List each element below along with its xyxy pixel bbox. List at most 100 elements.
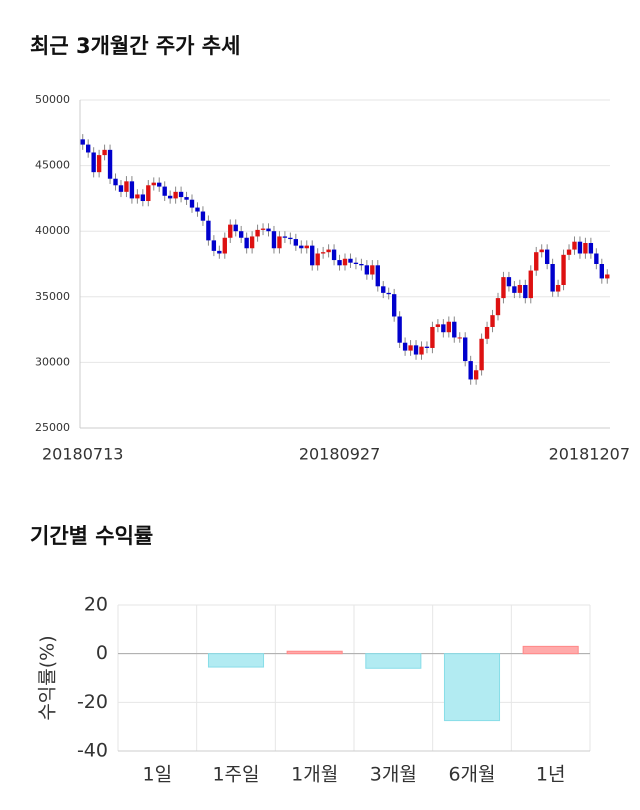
candle-body <box>391 294 397 317</box>
candle-body <box>550 264 555 292</box>
bar <box>443 653 501 722</box>
candle-body <box>364 265 370 275</box>
y-tick-label: 30000 <box>35 355 70 368</box>
candle-body <box>304 245 309 249</box>
bar <box>207 653 265 668</box>
x-tick-label: 1개월 <box>291 764 338 786</box>
candle-body <box>124 181 129 192</box>
candle-body <box>326 249 331 253</box>
y-tick-label: 25000 <box>35 421 70 434</box>
candle-body <box>331 249 337 261</box>
candle-body <box>402 342 408 351</box>
candle-body <box>288 237 293 240</box>
candle-body <box>441 324 446 333</box>
x-tick-label: 20180713 <box>42 445 123 464</box>
chart-title: 기간별 수익률 <box>30 524 153 548</box>
candle-body <box>239 231 244 238</box>
candle-body <box>452 321 457 338</box>
candle-body <box>468 361 473 380</box>
candle-body <box>506 277 512 287</box>
candle-body <box>310 245 315 266</box>
candle-body <box>206 220 211 241</box>
candle-body <box>490 315 495 327</box>
candle-body <box>320 252 326 254</box>
candle-body <box>408 345 413 351</box>
candle-body <box>135 194 140 199</box>
candle-body <box>129 181 135 199</box>
candle-body <box>386 292 391 295</box>
candle-body <box>167 195 173 199</box>
candle-body <box>195 207 200 212</box>
bar <box>286 650 343 655</box>
candle-body <box>588 243 594 254</box>
candle-body <box>539 249 544 253</box>
candle-body <box>566 249 572 255</box>
candle-body <box>397 316 402 343</box>
candle-body <box>178 191 184 198</box>
candle-body <box>370 265 375 275</box>
candle-body <box>228 224 233 238</box>
y-tick-label: 40000 <box>35 224 70 237</box>
candle-body <box>605 274 610 279</box>
y-tick-label: 0 <box>96 642 108 664</box>
candle-body <box>293 239 299 246</box>
candle-body <box>244 237 249 249</box>
candle-body <box>348 258 353 263</box>
bar <box>365 653 422 669</box>
candle-body <box>484 326 490 339</box>
candle-body <box>534 252 539 271</box>
candle-body <box>200 211 206 221</box>
y-tick-label: 35000 <box>35 290 70 303</box>
candle-body <box>80 139 85 145</box>
candle-body <box>86 144 91 153</box>
candle-body <box>337 260 342 266</box>
candle-body <box>102 149 107 156</box>
candle-body <box>528 270 533 299</box>
x-tick-label: 1일 <box>143 764 173 786</box>
candle-body <box>419 346 424 355</box>
candle-body <box>512 286 517 293</box>
candle-body <box>255 229 260 237</box>
candle-body <box>118 185 124 192</box>
candle-body <box>375 265 380 287</box>
candle-body <box>113 178 118 186</box>
candle-body <box>495 298 501 316</box>
candle-body <box>233 224 238 232</box>
y-axis-label: 수익률(%) <box>37 635 59 720</box>
candle-body <box>572 241 577 250</box>
candle-body <box>107 149 113 179</box>
candle-body <box>173 191 178 199</box>
y-tick-label: -40 <box>77 740 108 762</box>
candle-body <box>544 249 550 264</box>
candle-body <box>599 264 604 279</box>
candle-body <box>479 338 484 371</box>
candle-body <box>594 253 599 264</box>
candle-body <box>413 345 419 355</box>
candle-body <box>271 231 277 249</box>
candle-body <box>353 262 359 264</box>
candle-body <box>151 182 156 186</box>
candle-body <box>157 182 162 187</box>
candle-body <box>211 240 217 251</box>
y-tick-label: -20 <box>77 691 108 713</box>
x-tick-label: 6개월 <box>448 764 495 786</box>
chart-title: 최근 3개월간 주가 추세 <box>30 34 240 58</box>
candle-body <box>463 337 468 362</box>
candle-body <box>299 245 304 249</box>
candle-body <box>266 228 271 232</box>
x-tick-label: 20181207 <box>549 445 630 464</box>
y-tick-label: 20 <box>84 594 108 616</box>
candle-body <box>222 237 227 254</box>
candle-body <box>555 284 561 292</box>
candle-body <box>523 284 528 299</box>
x-tick-label: 1주일 <box>212 764 259 786</box>
candle-body <box>577 241 583 254</box>
bar <box>522 645 579 655</box>
candle-body <box>184 197 189 200</box>
candle-body <box>359 264 364 266</box>
candle-body <box>517 284 523 293</box>
candle-body <box>473 370 479 380</box>
candle-body <box>424 346 430 348</box>
x-tick-label: 1년 <box>536 764 566 786</box>
